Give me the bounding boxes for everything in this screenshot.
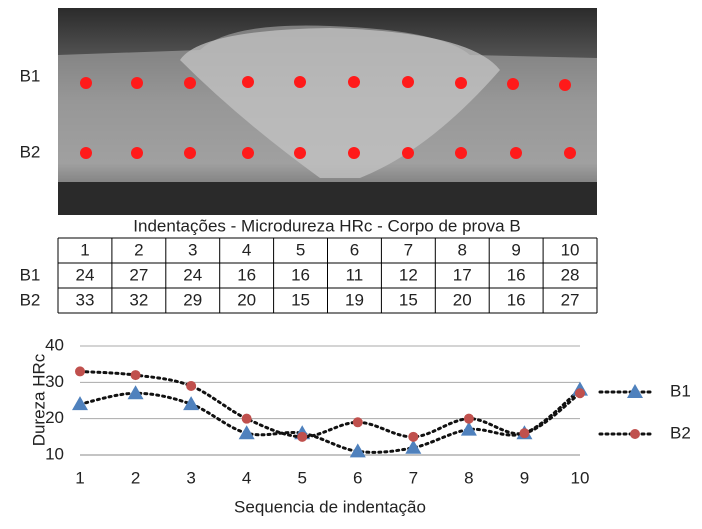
y-tick-label: 30 <box>45 372 64 391</box>
data-point <box>183 396 200 411</box>
table-cell: 32 <box>129 290 148 309</box>
data-point <box>408 431 419 442</box>
table-cell: 16 <box>507 290 526 309</box>
table-cell: 15 <box>399 290 418 309</box>
table-cell: 27 <box>561 290 580 309</box>
table-cell: 16 <box>291 265 310 284</box>
x-tick-label: 9 <box>520 468 529 487</box>
x-tick-label: 1 <box>75 468 84 487</box>
table-header: 3 <box>188 240 197 259</box>
data-point <box>75 366 85 377</box>
x-tick-label: 5 <box>297 468 306 487</box>
legend-marker <box>627 384 643 398</box>
row-label: B1 <box>20 66 41 85</box>
data-point <box>186 380 197 391</box>
x-axis-title: Sequencia de indentação <box>234 497 426 516</box>
data-point <box>575 388 585 399</box>
data-point <box>405 439 422 454</box>
table-header: 5 <box>296 240 305 259</box>
weld-photo: B1 B2 <box>20 8 597 215</box>
x-tick-label: 4 <box>242 468 251 487</box>
y-tick-label: 20 <box>45 408 64 427</box>
row-label: B1 <box>20 265 41 284</box>
series-line <box>78 388 582 454</box>
table-cell: 16 <box>507 265 526 284</box>
table-cell: 24 <box>75 265 94 284</box>
data-point <box>127 385 144 400</box>
table-header: 8 <box>458 240 467 259</box>
table-cell: 24 <box>183 265 202 284</box>
x-tick-label: 3 <box>186 468 195 487</box>
table-cell: 19 <box>345 290 364 309</box>
data-point <box>460 421 477 436</box>
table-cell: 28 <box>561 265 580 284</box>
data-point <box>72 396 88 411</box>
table-cell: 15 <box>291 290 310 309</box>
table-cell: 11 <box>346 265 364 284</box>
table-cell: 12 <box>399 265 418 284</box>
data-point <box>519 428 530 439</box>
series-line <box>78 369 582 439</box>
legend-marker <box>630 429 640 439</box>
y-tick-label: 10 <box>45 444 64 463</box>
legend-label: B1 <box>670 381 691 400</box>
data-point <box>241 413 252 424</box>
x-tick-label: 6 <box>353 468 362 487</box>
table-header: 9 <box>511 240 520 259</box>
row-label: B2 <box>20 142 41 161</box>
table-title: Indentações - Microdureza HRc - Corpo de… <box>133 216 520 235</box>
x-tick-label: 8 <box>464 468 473 487</box>
data-point <box>352 417 363 428</box>
table-cell: 16 <box>237 265 256 284</box>
data-point <box>130 370 141 381</box>
x-tick-label: 10 <box>571 468 590 487</box>
table-header: 7 <box>404 240 413 259</box>
table-header: 2 <box>134 240 143 259</box>
table-cell: 20 <box>237 290 256 309</box>
table-cell: 20 <box>453 290 472 309</box>
table-header: 6 <box>350 240 359 259</box>
chart: Dureza HRc Sequencia de indentação 10 20 3… <box>29 335 690 516</box>
table-cell: 29 <box>183 290 202 309</box>
x-tick-label: 7 <box>409 468 418 487</box>
table-cell: 27 <box>129 265 148 284</box>
data-point <box>463 413 474 424</box>
data-point <box>297 431 308 442</box>
table-header: 10 <box>561 240 580 259</box>
data-point <box>238 425 255 440</box>
x-tick-label: 2 <box>131 468 140 487</box>
table-header: 4 <box>242 240 251 259</box>
legend-label: B2 <box>670 423 691 442</box>
data-point <box>349 443 366 458</box>
y-tick-label: 40 <box>45 335 64 354</box>
table-cell: 33 <box>75 290 94 309</box>
row-label: B2 <box>20 290 41 309</box>
table-cell: 17 <box>453 265 472 284</box>
y-axis-title: Dureza HRc <box>29 353 48 446</box>
table-header: 1 <box>80 240 89 259</box>
